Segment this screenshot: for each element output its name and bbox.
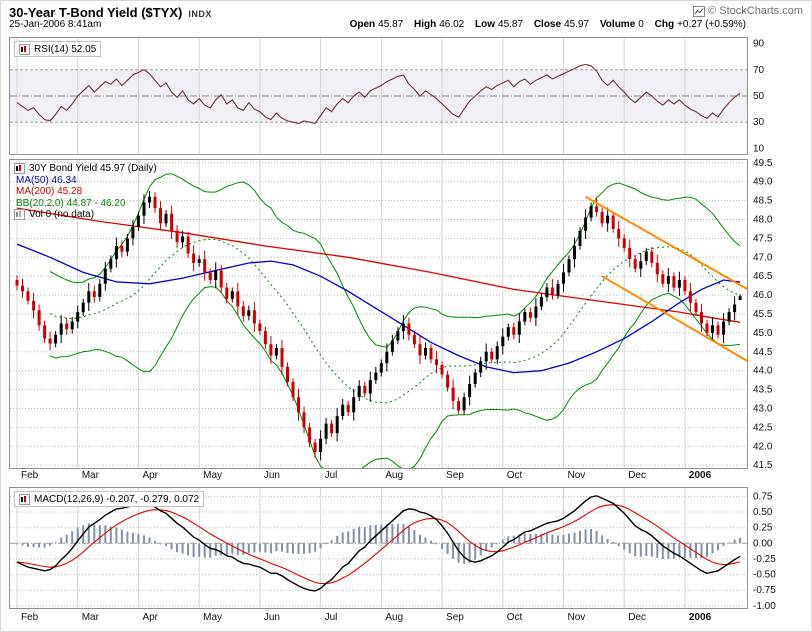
month-label: Aug [385,612,404,623]
chg-label: Chg [654,19,675,30]
mini-chart-icon [19,43,30,55]
month-label: Feb [21,612,39,623]
month-label: Dec [628,612,646,623]
close-value: 45.97 [564,19,590,30]
svg-text:50: 50 [753,91,765,102]
mini-chart-icon [14,163,25,175]
symbol-type: INDX [188,9,212,19]
svg-text:47.0: 47.0 [753,252,773,263]
svg-text:41.5: 41.5 [753,460,773,469]
month-label: Sep [446,470,464,481]
svg-text:43.0: 43.0 [753,404,773,415]
svg-text:70: 70 [753,65,765,76]
volume-legend: Vol 0 (no data) [29,209,95,220]
bb-legend: BB(20,2.0) 44.87 - 46.20 [16,197,126,209]
svg-text:0.00: 0.00 [753,538,773,549]
month-label: 2006 [688,612,712,623]
rsi-chart: 90 70 50 30 10 [9,37,765,155]
month-label: Nov [567,470,586,481]
timestamp: 25-Jan-2006 8:41am [9,19,102,30]
month-label: Mar [81,612,99,623]
volume-icon [14,209,25,221]
ma200-legend: MA(200) 45.28 [16,186,83,197]
svg-text:0.50: 0.50 [753,507,773,518]
month-label: Feb [21,470,39,481]
mini-chart-icon [19,493,30,505]
svg-text:47.5: 47.5 [753,233,773,244]
stockcharts-logo[interactable]: © StockCharts.com [693,5,803,17]
month-label: Aug [385,470,404,481]
month-label: 2006 [688,470,712,481]
high-value: 46.02 [439,19,465,30]
month-label: Mar [81,470,99,481]
low-value: 45.87 [498,19,524,30]
open-label: Open [349,19,376,30]
stockcharts-logo-icon [693,5,706,17]
month-label: Apr [142,612,158,623]
svg-text:46.5: 46.5 [753,271,773,282]
quote-bar: 25-Jan-2006 8:41am Open 45.87 High 46.02 L… [9,19,746,32]
ma50-legend: MA(50) 46.34 [16,174,77,186]
month-label: Oct [506,612,523,623]
macd-legend: MACD(12,26,9) -0.207, -0.279, 0.072 [14,491,205,507]
volume-label: Volume [599,19,636,30]
svg-text:-1.00: -1.00 [753,601,776,609]
svg-text:43.5: 43.5 [753,385,773,396]
open-value: 45.87 [378,19,404,30]
quote-line: Open 45.87 High 46.02 Low 45.87 Close 45.97 … [350,19,746,30]
svg-text:10: 10 [753,143,765,154]
svg-text:-0.25: -0.25 [753,554,776,565]
month-label: May [203,470,223,481]
month-label: Apr [142,470,158,481]
svg-text:-0.50: -0.50 [753,570,776,581]
month-label: Jun [263,612,280,623]
price-legend: 30Y Bond Yield 45.97 (Daily) MA(50) 46.3… [14,163,157,221]
svg-text:42.0: 42.0 [753,441,773,452]
close-label: Close [533,19,562,30]
svg-text:42.5: 42.5 [753,422,773,433]
header: 30-Year T-Bond Yield ($TYX) INDX © StockC… [9,4,803,20]
volume-value: 0 [638,19,644,30]
svg-text:0.75: 0.75 [753,491,773,502]
svg-text:90: 90 [753,39,765,50]
month-label: Sep [446,612,464,623]
month-label: Nov [567,612,586,623]
x-axis-bottom: Feb Mar Apr May Jun Jul Aug Sep Oct Nov Dec 2006 [9,611,805,624]
month-label: Jul [324,470,338,481]
high-label: High [413,19,437,30]
svg-text:-0.75: -0.75 [753,585,776,596]
svg-text:49.0: 49.0 [753,177,773,188]
svg-text:45.0: 45.0 [753,328,773,339]
brand-text: © StockCharts.com [708,5,803,17]
month-label: Oct [506,470,523,481]
price-chart: 49.5 49.0 48.5 48.0 47.5 47.0 46.5 46.0 45.5 45.0… [9,159,773,469]
month-label: Jun [263,470,280,481]
page-title: 30-Year T-Bond Yield ($TYX) [9,5,183,20]
x-axis-top: Feb Mar Apr May Jun Jul Aug Sep Oct Nov Dec 2006 [9,469,805,482]
svg-text:30: 30 [753,117,765,128]
low-label: Low [475,19,496,30]
month-label: May [203,612,223,623]
rsi-legend-text: RSI(14) 52.05 [34,43,97,55]
svg-text:48.5: 48.5 [753,196,773,207]
svg-text:46.0: 46.0 [753,290,773,301]
macd-legend-text: MACD(12,26,9) -0.207, -0.279, 0.072 [34,493,200,505]
month-label: Jul [324,612,338,623]
macd-chart: 0.75 0.50 0.25 0.00 -0.25 -0.50 -0.75 -1.00 [9,487,776,609]
svg-text:45.5: 45.5 [753,309,773,320]
svg-text:44.0: 44.0 [753,366,773,377]
svg-text:0.25: 0.25 [753,523,773,534]
month-label: Dec [628,470,646,481]
price-legend-main: 30Y Bond Yield 45.97 (Daily) [29,163,157,174]
svg-text:44.5: 44.5 [753,347,773,358]
chg-value: +0.27 (+0.59%) [677,19,746,30]
rsi-legend: RSI(14) 52.05 [14,41,102,57]
svg-text:49.5: 49.5 [753,159,773,169]
svg-text:48.0: 48.0 [753,214,773,225]
